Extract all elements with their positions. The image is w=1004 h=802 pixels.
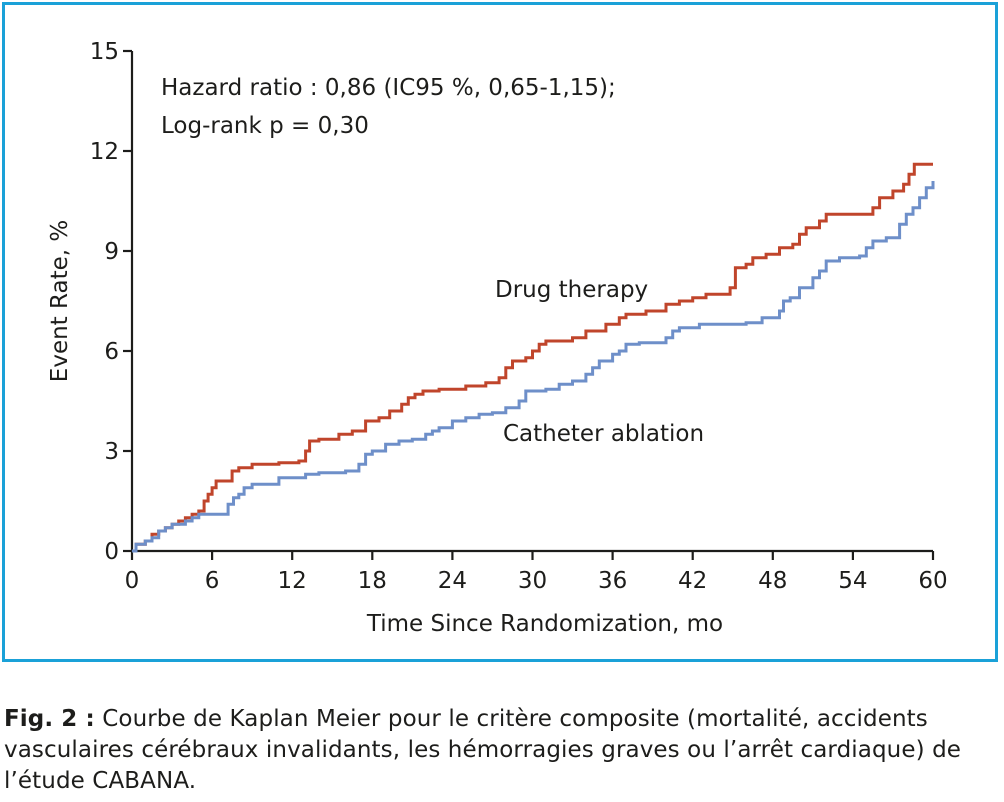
- x-tick-label: 48: [758, 568, 787, 594]
- caption-text: Courbe de Kaplan Meier pour le critère c…: [4, 706, 962, 794]
- figure-caption: Fig. 2 : Courbe de Kaplan Meier pour le …: [4, 704, 1000, 797]
- y-axis-label: Event Rate, %: [47, 220, 73, 382]
- y-tick-label: 0: [104, 539, 119, 565]
- x-tick-label: 6: [205, 568, 220, 594]
- y-tick-label: 12: [90, 139, 119, 165]
- labels-layer: Hazard ratio : 0,86 (IC95 %, 0,65-1,15);…: [47, 75, 723, 637]
- x-tick-label: 18: [358, 568, 387, 594]
- x-tick-label: 24: [438, 568, 467, 594]
- x-tick-label: 54: [838, 568, 867, 594]
- x-axis-label: Time Since Randomization, mo: [366, 611, 723, 637]
- y-tick-label: 3: [104, 439, 119, 465]
- series-label-drug-therapy: Drug therapy: [495, 277, 648, 303]
- caption-label: Fig. 2 :: [4, 706, 95, 732]
- series-line-drug-therapy: [132, 162, 933, 553]
- x-tick-label: 30: [518, 568, 547, 594]
- log-rank-annotation: Log-rank p = 0,30: [161, 113, 369, 139]
- y-tick-label: 9: [104, 239, 119, 265]
- series-layer: [132, 162, 935, 553]
- y-tick-label: 15: [90, 39, 119, 65]
- hazard-ratio-annotation: Hazard ratio : 0,86 (IC95 %, 0,65-1,15);: [161, 75, 616, 101]
- x-tick-label: 0: [125, 568, 140, 594]
- y-tick-label: 6: [104, 339, 119, 365]
- x-tick-label: 60: [918, 568, 947, 594]
- series-line-catheter-ablation: [132, 181, 935, 553]
- series-label-catheter-ablation: Catheter ablation: [503, 421, 704, 447]
- x-tick-label: 36: [598, 568, 627, 594]
- x-tick-label: 12: [278, 568, 307, 594]
- x-tick-label: 42: [678, 568, 707, 594]
- figure-frame: 0 3 6 9 12 15 0 6 12 18 24 30 36 42 48 54 60 Hazard rati…: [2, 2, 998, 662]
